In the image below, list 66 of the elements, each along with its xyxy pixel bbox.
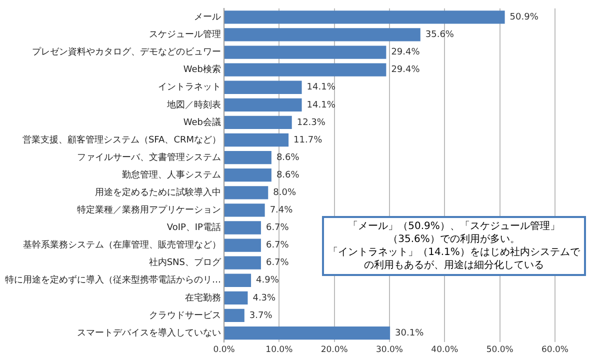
- data-label: 29.4%: [391, 48, 420, 58]
- data-label: 8.0%: [273, 188, 296, 198]
- data-label: 12.3%: [296, 118, 326, 128]
- y-tick-label: イントラネット: [158, 82, 221, 93]
- data-label: 4.9%: [256, 276, 280, 286]
- data-label: 35.6%: [425, 30, 454, 40]
- annotation: 「イントラネット」（14.1%）をはじめ社内システムでの利用もあるが、用途は細分化している: [327, 246, 581, 272]
- data-label: 8.6%: [276, 170, 300, 180]
- bar: [224, 256, 261, 270]
- bar: [224, 98, 302, 112]
- data-label: 6.7%: [266, 223, 290, 234]
- bar: [224, 238, 261, 252]
- y-tick-label: 基幹系業務システム（在庫管理、販売管理など）: [23, 240, 221, 251]
- y-tick-label: 社内SNS、ブログ: [148, 257, 222, 268]
- bar: [224, 308, 244, 322]
- data-label: 29.4%: [391, 65, 420, 76]
- bar: [224, 168, 272, 182]
- bar: [224, 10, 505, 24]
- x-tick-label: 0.0%: [213, 345, 235, 356]
- data-label: 6.7%: [266, 240, 290, 251]
- bar: [224, 186, 268, 200]
- y-tick-label: メール: [194, 12, 221, 23]
- data-label: 14.1%: [306, 82, 336, 93]
- data-label: 3.7%: [249, 310, 273, 321]
- x-tick-label: 20.0%: [320, 345, 348, 356]
- bar: [224, 63, 386, 76]
- data-label: 6.7%: [266, 258, 290, 268]
- bar: [224, 133, 289, 147]
- y-tick-label: Web検索: [183, 64, 221, 76]
- bar: [224, 80, 302, 94]
- annotation: 「メール」（50.9%）、「スケジュール管理」（35.6%）での利用が多い。: [347, 220, 561, 246]
- bar: [224, 116, 292, 130]
- y-tick-label: 営業支援、顧客管理システム（SFA、CRMなど）: [22, 134, 221, 146]
- y-tick-label: 勤怠管理、人事システム: [122, 169, 221, 180]
- bar: [224, 291, 248, 305]
- y-tick-label: VoIP、IP電話: [166, 222, 221, 234]
- y-tick-label: スマートデバイスを導入していない: [77, 327, 221, 338]
- data-label: 7.4%: [270, 206, 294, 216]
- data-label: 8.6%: [276, 152, 300, 163]
- y-tick-label: 在宅勤務: [185, 292, 221, 304]
- x-tick-label: 40.0%: [431, 345, 458, 356]
- x-tick-label: 60.0%: [541, 345, 569, 356]
- y-tick-label: プレゼン資料やカタログ、デモなどのビュワー: [32, 46, 221, 58]
- data-label: 14.1%: [306, 100, 336, 110]
- y-tick-label: クラウドサービス: [149, 310, 221, 321]
- data-label: 11.7%: [294, 135, 323, 146]
- bar: [224, 204, 265, 217]
- data-label: 30.1%: [395, 328, 424, 338]
- y-tick-label: 特に用途を定めずに導入（従来型携帯電話からのリ…: [5, 274, 221, 286]
- y-tick-label: ファイルサーバ、文書管理システム: [77, 152, 221, 163]
- y-tick-label: スケジュール管理: [149, 29, 221, 40]
- x-tick-label: 50.0%: [486, 345, 514, 356]
- y-tick-label: 地図／時刻表: [166, 99, 221, 110]
- data-label: 50.9%: [510, 12, 539, 23]
- bar: [224, 150, 272, 164]
- bar: [224, 274, 252, 287]
- bar: [224, 326, 390, 340]
- y-tick-label: 用途を定めるために試験導入中: [95, 186, 221, 198]
- data-label: 4.3%: [252, 293, 276, 304]
- bar: [224, 221, 261, 234]
- y-tick-label: Web会議: [183, 116, 221, 128]
- bar: [224, 46, 386, 59]
- x-tick-label: 10.0%: [266, 345, 293, 356]
- y-tick-label: 特定業種／業務用アプリケーション: [77, 204, 221, 216]
- bar: [224, 28, 420, 42]
- x-tick-label: 30.0%: [376, 345, 404, 356]
